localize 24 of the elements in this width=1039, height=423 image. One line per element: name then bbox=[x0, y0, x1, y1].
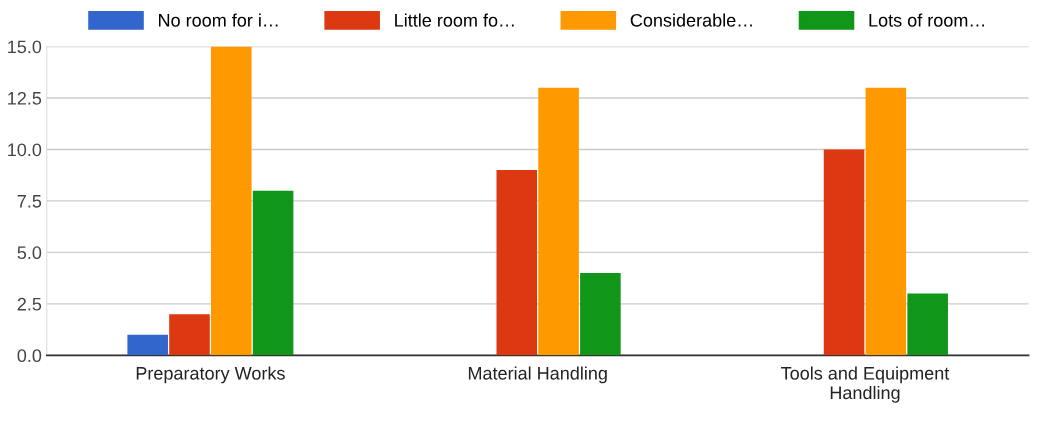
bar bbox=[865, 87, 907, 356]
bar bbox=[252, 190, 294, 356]
legend-label: Lots of room… bbox=[869, 13, 984, 27]
bar bbox=[496, 170, 538, 356]
x-tick-label: Material Handling bbox=[468, 366, 607, 384]
y-tick-label: 15.0 bbox=[8, 40, 42, 54]
y-tick-label: 5.0 bbox=[17, 246, 42, 260]
bar bbox=[538, 87, 579, 356]
y-tick-label: 0.0 bbox=[17, 349, 42, 363]
bar bbox=[907, 293, 948, 356]
bar bbox=[823, 149, 865, 356]
bar bbox=[580, 272, 621, 356]
x-tick-label: Preparatory Works bbox=[136, 366, 285, 384]
legend-label: Little room fo… bbox=[395, 13, 514, 27]
y-tick-label: 7.5 bbox=[17, 195, 42, 208]
x-tick-label: Tools and Equipment Handling bbox=[781, 366, 950, 403]
y-tick-label: 12.5 bbox=[8, 91, 42, 105]
y-tick-label: 10.0 bbox=[8, 143, 42, 157]
bar bbox=[211, 46, 252, 356]
bar bbox=[169, 314, 210, 356]
legend-label: No room for i… bbox=[159, 13, 278, 27]
bar bbox=[127, 334, 168, 356]
legend-label: Considerable… bbox=[630, 13, 752, 27]
y-tick-label: 2.5 bbox=[17, 297, 42, 311]
